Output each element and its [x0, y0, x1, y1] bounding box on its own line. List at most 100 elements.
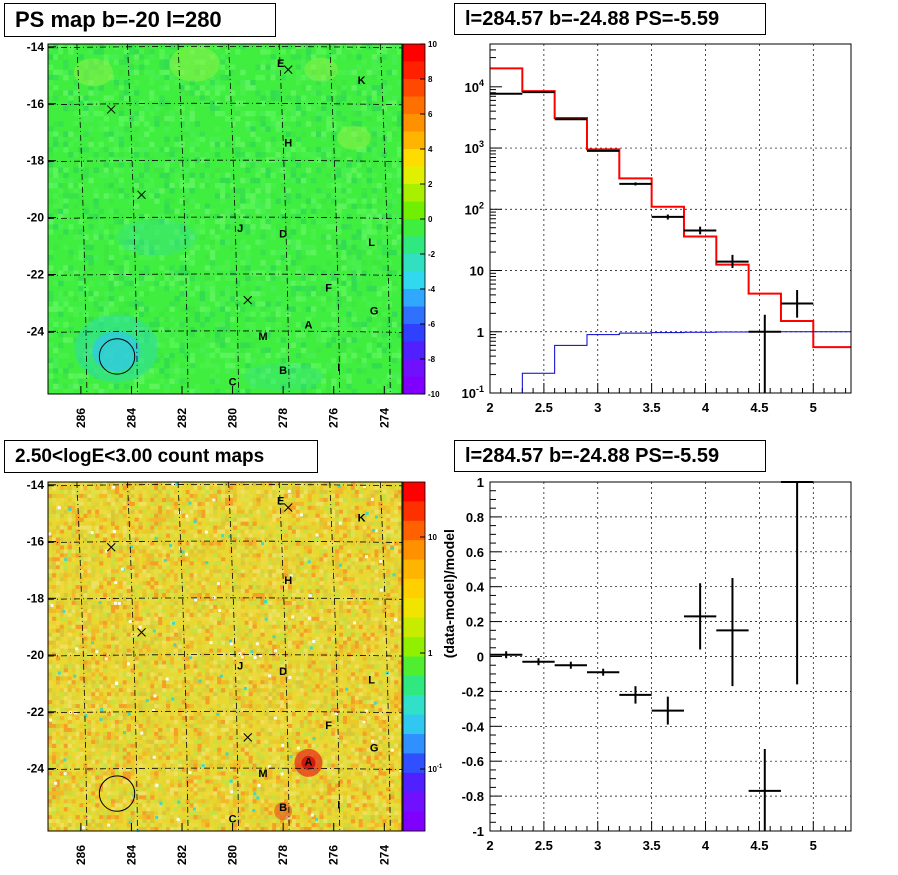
y-axis-label: (data-model)/model [441, 529, 457, 658]
colorbar-frame [402, 481, 426, 832]
roi-circle [98, 775, 136, 812]
colorbar-swatch [403, 520, 425, 541]
colorbar-swatch [403, 184, 425, 202]
source-label: H [284, 137, 292, 149]
data-point [716, 254, 749, 268]
colorbar-swatch [403, 598, 425, 619]
ps-dip [243, 362, 324, 391]
y-tick-label: -14 [27, 40, 45, 54]
data-point [619, 182, 652, 186]
colorbar-tick-label: 10 [428, 40, 437, 49]
x-tick-label: 2 [486, 838, 493, 853]
source-label: B [279, 802, 287, 814]
colorbar-swatch [403, 61, 425, 80]
colorbar-swatch [403, 324, 425, 342]
data-point [522, 91, 555, 94]
colorbar-swatch [403, 792, 425, 813]
x-tick-label: 3 [594, 838, 601, 853]
y-tick-label: 10-1 [462, 384, 484, 401]
colorbar-swatch [403, 306, 425, 325]
source-label: H [284, 575, 292, 587]
source-cross [283, 503, 293, 512]
x-tick-label: 2 [486, 400, 493, 415]
colorbar-swatch [403, 695, 425, 716]
source-label: C [229, 376, 237, 388]
x-tick-label: 274 [377, 408, 391, 428]
map-axes: 286 284 282 280 278 276 274 -14 -16 -18 -20 -22 -24 [27, 40, 392, 428]
x-tick-label: 3.5 [643, 400, 661, 415]
data-point [780, 290, 814, 318]
colorbar-swatch [403, 271, 425, 290]
y-tick-label: 0.8 [466, 510, 484, 525]
source-label: F [325, 720, 332, 732]
y-tick-label: -0.2 [462, 684, 484, 699]
y-tick-label: -0.8 [462, 789, 484, 804]
source-label: K [358, 75, 366, 87]
colorbar-swatch [403, 501, 425, 522]
data-point [586, 668, 620, 676]
y-tick-label: 0.2 [466, 615, 484, 630]
colorbar-tick-label: 1 [428, 649, 433, 658]
colorbar-swatch [403, 675, 425, 696]
grid-meridian [76, 481, 88, 832]
y-tick-label: 1 [477, 325, 484, 340]
grid-meridian [379, 43, 391, 395]
y-tick-label: -22 [27, 267, 45, 281]
colorbar: 10 1 10-1 [402, 481, 443, 832]
plot-area [490, 44, 851, 393]
colorbar-swatch [403, 637, 425, 657]
grid-meridian [228, 481, 239, 832]
y-tick-label: -24 [27, 324, 45, 338]
top-right-title: l=284.57 b=-24.88 PS=-5.59 [454, 3, 766, 35]
x-tick-label: 3 [594, 400, 601, 415]
y-tick-label: -20 [27, 211, 45, 225]
data-point [619, 686, 652, 704]
colorbar-swatch [403, 376, 425, 395]
colorbar-tick-label: 6 [428, 110, 433, 119]
x-tick-label: 276 [327, 845, 341, 865]
y-tick-label: 10 [470, 264, 484, 279]
x-tick-label: 2.5 [535, 400, 553, 415]
source-label: F [325, 283, 332, 295]
y-tick-label: -24 [27, 762, 45, 776]
plot-frame [489, 43, 852, 394]
colorbar-swatch [403, 149, 425, 167]
x-tick-label: 278 [276, 408, 290, 428]
map-grid [47, 481, 403, 832]
ps-patch [169, 45, 220, 82]
source-label: G [370, 743, 379, 755]
grid-meridian [278, 481, 290, 832]
colorbar-swatch [403, 772, 425, 793]
x-tick-label: 284 [124, 408, 138, 428]
colorbar-swatch [403, 714, 425, 735]
colorbar-swatch [403, 131, 425, 150]
colorbar-swatch [403, 482, 425, 502]
colorbar-tick-label: 4 [428, 145, 433, 154]
bottom-right-title: l=284.57 b=-24.88 PS=-5.59 [454, 440, 766, 472]
count-source-a-core [301, 755, 316, 770]
data-point [522, 658, 555, 666]
colorbar-swatch [403, 114, 425, 132]
data-point [716, 577, 749, 687]
x-tick-label: 280 [226, 845, 240, 865]
map-axes: 286 284 282 280 278 276 274 -14 -16 -18 -20 -22 -24 [27, 478, 392, 865]
colorbar-swatch [403, 753, 425, 774]
colorbar-swatch [403, 219, 425, 237]
colorbar-swatch [403, 359, 425, 377]
x-tick-label: 276 [327, 408, 341, 428]
grid-meridian [127, 481, 138, 832]
data-point [651, 696, 684, 725]
y-tick-label: -18 [27, 154, 45, 168]
source-label: I [337, 362, 340, 374]
y-tick-label: 0 [477, 650, 484, 665]
colorbar-swatch [403, 79, 425, 97]
y-tick-label: 104 [465, 78, 484, 95]
x-tick-label: 4 [702, 400, 710, 415]
x-tick-label: 4.5 [750, 838, 768, 853]
colorbar-swatch [403, 201, 425, 220]
y-tick-label: 1 [477, 475, 484, 490]
grid-meridian [329, 43, 341, 395]
colorbar-swatch [403, 236, 425, 255]
source-label: M [258, 768, 267, 780]
